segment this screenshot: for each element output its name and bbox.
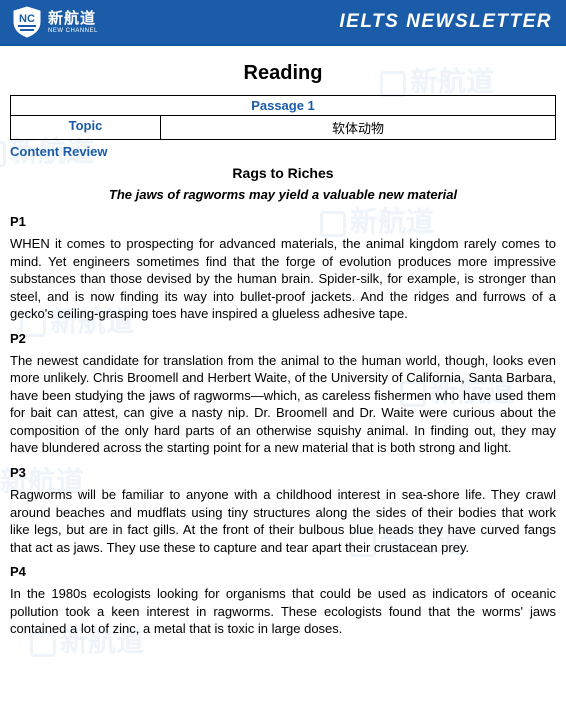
- page-content: Reading Passage 1 Topic 软体动物 Content Rev…: [0, 46, 566, 658]
- paragraph-body: The newest candidate for translation fro…: [10, 352, 556, 457]
- brand-badge-text: NC: [19, 13, 35, 25]
- topic-value: 软体动物: [161, 116, 555, 139]
- article-title: Rags to Riches: [10, 165, 556, 181]
- brand-name-en: NEW CHANNEL: [48, 28, 98, 34]
- paragraph-label: P1: [10, 214, 556, 229]
- topic-label: Topic: [11, 116, 161, 139]
- passage-label: Passage 1: [10, 95, 556, 116]
- brand-name-cn: 新航道: [48, 11, 98, 26]
- paragraph-label: P4: [10, 564, 556, 579]
- topic-row: Topic 软体动物: [10, 116, 556, 140]
- paragraph-body: In the 1980s ecologists looking for orga…: [10, 585, 556, 638]
- paragraph-label: P2: [10, 331, 556, 346]
- newsletter-title: IELTS NEWSLETTER: [339, 11, 552, 33]
- content-review-label: Content Review: [10, 144, 556, 159]
- brand-block: NC 新航道 NEW CHANNEL: [12, 6, 98, 38]
- paragraph-label: P3: [10, 465, 556, 480]
- brand-shield-icon: NC: [12, 6, 42, 38]
- article-subtitle: The jaws of ragworms may yield a valuabl…: [10, 187, 556, 202]
- paragraphs-container: P1 WHEN it comes to prospecting for advan…: [10, 214, 556, 638]
- header-bar: NC 新航道 NEW CHANNEL IELTS NEWSLETTER: [0, 0, 566, 46]
- paragraph-body: WHEN it comes to prospecting for advance…: [10, 235, 556, 323]
- paragraph-body: Ragworms will be familiar to anyone with…: [10, 486, 556, 556]
- section-title: Reading: [10, 62, 556, 85]
